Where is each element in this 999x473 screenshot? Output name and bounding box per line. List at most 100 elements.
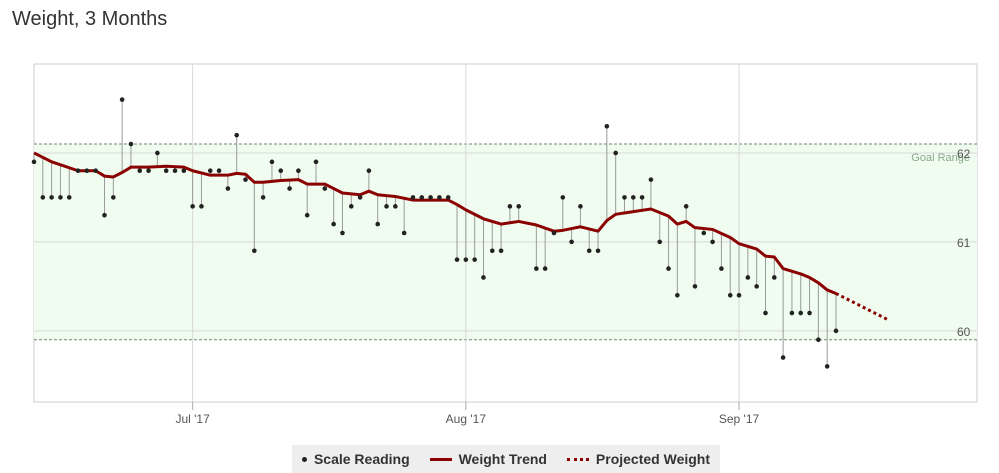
scale-reading-point [75, 168, 81, 174]
scale-reading-point [111, 195, 116, 200]
scale-reading-point [481, 275, 486, 280]
legend-label-weight-trend: Weight Trend [458, 451, 547, 467]
scale-reading-point [445, 195, 451, 200]
scale-reading-point [454, 257, 460, 262]
scale-reading-point [340, 230, 345, 236]
x-tick-label: Sep '17 [719, 412, 760, 426]
weight-trend-line [33, 151, 837, 295]
scale-reading-point [375, 221, 381, 227]
scale-reading-point [234, 132, 240, 138]
scale-reading-point [833, 328, 839, 334]
projected-weight-symbol [566, 457, 589, 461]
scale-reading-stems [33, 99, 837, 367]
scale-reading-point [648, 177, 654, 182]
y-tick-label: 60 [957, 325, 971, 339]
scale-reading-point [181, 168, 187, 174]
y-tick-label: 61 [957, 236, 971, 250]
scale-reading-point [569, 239, 574, 245]
scale-reading-point [551, 230, 557, 236]
scale-reading-point [207, 168, 213, 174]
scale-reading-point [216, 168, 222, 174]
scale-reading-point [613, 150, 618, 156]
scale-reading-point [401, 230, 407, 236]
scale-reading-point [146, 168, 151, 174]
scale-reading-point [49, 195, 54, 200]
scale-reading-point [331, 221, 336, 227]
scale-reading-point [472, 257, 477, 262]
scale-reading-point [172, 168, 178, 174]
scale-reading-point [622, 195, 627, 200]
scale-reading-point [155, 150, 160, 156]
scale-reading-point [604, 123, 610, 129]
scale-reading-point [366, 168, 372, 174]
scale-reading-series [31, 97, 839, 369]
scale-reading-point [410, 195, 416, 200]
scale-reading-point [128, 141, 134, 147]
scale-reading-point [719, 266, 724, 271]
scale-reading-point [771, 275, 777, 280]
scale-reading-point [534, 266, 539, 271]
goal-range-label: Goal Range [911, 152, 970, 164]
scale-reading-point [243, 177, 248, 182]
scale-reading-point [578, 204, 583, 209]
legend-item-weight-trend[interactable]: Weight Trend [429, 451, 547, 467]
scale-reading-point [225, 186, 231, 191]
scale-reading-point [287, 186, 292, 191]
scale-reading-point [66, 195, 72, 200]
scale-reading-point [190, 204, 195, 209]
weight-trend-symbol [429, 457, 452, 461]
scale-reading-point [639, 195, 645, 200]
scale-reading-point [754, 284, 759, 289]
scale-reading-point [278, 168, 284, 174]
scale-reading-point [560, 195, 566, 200]
scale-reading-point [542, 266, 548, 271]
legend-label-projected-weight: Projected Weight [595, 451, 711, 467]
weight-trend-series [33, 151, 890, 322]
scale-reading-point [384, 204, 389, 209]
x-tick-label: Aug '17 [446, 412, 487, 426]
chart-legend: Scale Reading Weight Trend Projected Wei… [292, 445, 720, 473]
scale-reading-point [780, 355, 786, 360]
scale-reading-point [437, 195, 442, 200]
scale-reading-point [463, 257, 469, 262]
scale-reading-point [745, 275, 751, 280]
scale-reading-point [163, 168, 169, 174]
scale-reading-point [31, 159, 37, 165]
scale-reading-point [260, 195, 266, 200]
scale-reading-point [789, 310, 795, 316]
axis-labels: 60 61 62 Jul '17 Aug '17 Sep '17 [175, 147, 970, 426]
scale-reading-point [58, 195, 63, 200]
scale-reading-point [93, 168, 98, 174]
chart-title: Weight, 3 Months [12, 8, 168, 30]
scale-reading-point [727, 292, 733, 298]
scale-reading-point [824, 364, 830, 369]
y-tick-label: 62 [957, 147, 971, 161]
scale-reading-point [692, 284, 698, 289]
scale-reading-point [507, 204, 513, 209]
scale-reading-point [313, 159, 319, 165]
scale-reading-point [40, 195, 46, 200]
scale-reading-point [736, 292, 742, 298]
scale-reading-point [630, 195, 636, 200]
x-tick-label: Jul '17 [175, 412, 210, 426]
scale-reading-point [595, 248, 601, 254]
scale-reading-point [666, 266, 671, 271]
scale-reading-point [322, 186, 328, 191]
legend-label-scale-reading: Scale Reading [313, 451, 410, 467]
scale-reading-point [102, 212, 107, 218]
scale-reading-point [296, 168, 301, 174]
scale-reading-point [516, 204, 522, 209]
legend-item-scale-reading[interactable]: Scale Reading [301, 451, 410, 467]
scale-reading-point [357, 195, 363, 200]
legend-item-projected-weight[interactable]: Projected Weight [566, 451, 711, 467]
scale-reading-point [675, 292, 680, 298]
scale-reading-point [269, 159, 275, 165]
scale-reading-point [807, 310, 812, 316]
scale-reading-point [701, 230, 707, 236]
scale-reading-point [419, 195, 425, 200]
scale-reading-point [816, 337, 821, 343]
scale-reading-point [489, 248, 495, 254]
scale-reading-point [763, 310, 768, 316]
scale-reading-point [348, 204, 354, 209]
